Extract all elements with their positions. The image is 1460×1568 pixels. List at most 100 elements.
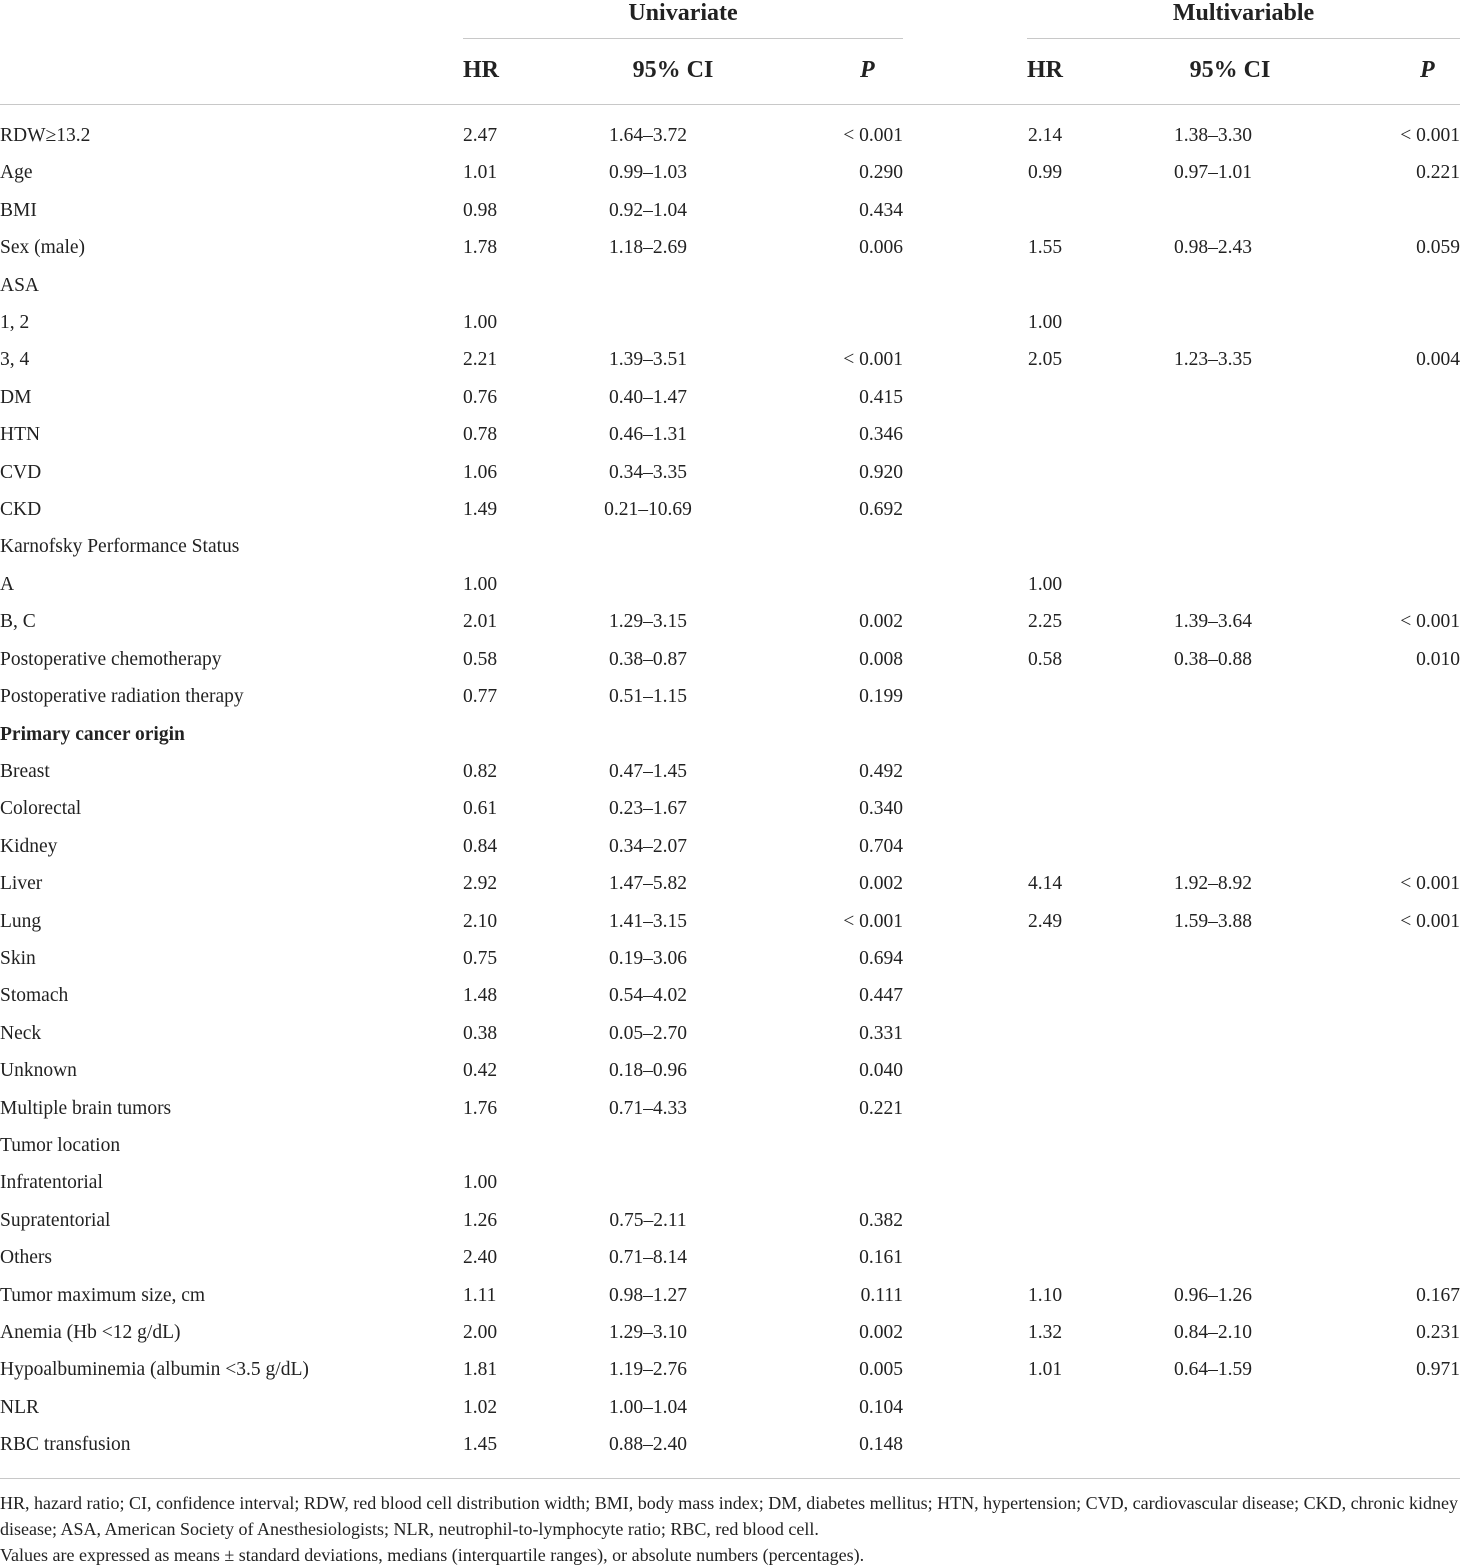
column-gap bbox=[903, 1164, 1028, 1201]
values-footnote: Values are expressed as means ± standard… bbox=[0, 1545, 865, 1565]
row-label: Anemia (Hb <12 g/dL) bbox=[0, 1322, 181, 1343]
column-gap bbox=[903, 192, 1028, 229]
table-row: Lung 2.10 1.41–3.15 < 0.001 2.49 1.59–3.88 < 0… bbox=[0, 903, 1460, 940]
multivariable-p-cell bbox=[1298, 790, 1460, 827]
multivariable-hr-cell: 4.14 bbox=[1028, 873, 1063, 895]
multivariable-ci-cell: 0.84–2.10 bbox=[1174, 1322, 1252, 1343]
univariate-ci-cell: 0.54–4.02 bbox=[609, 985, 687, 1007]
univariate-hr-cell: 1.02 bbox=[463, 1396, 498, 1418]
univariate-hr-cell: 2.47 bbox=[463, 125, 498, 146]
univariate-ci-cell: 0.23–1.67 bbox=[609, 798, 687, 820]
univariate-group-title: Univariate bbox=[628, 0, 738, 26]
univariate-ci-cell bbox=[563, 267, 733, 304]
column-gap bbox=[903, 1127, 1028, 1164]
row-label: Lung bbox=[0, 910, 42, 932]
multivariable-p-cell: 0.059 bbox=[1416, 237, 1460, 259]
univariate-hr-cell: 0.98 bbox=[463, 199, 498, 221]
univariate-hr-cell: 1.76 bbox=[463, 1097, 498, 1119]
multivariable-hr-cell: 1.55 bbox=[1028, 237, 1063, 259]
multivariable-ci-cell bbox=[1128, 491, 1298, 528]
multivariable-p-cell bbox=[1298, 1164, 1460, 1201]
univariate-hr-cell bbox=[463, 528, 563, 565]
univariate-ci-cell bbox=[563, 304, 733, 341]
univariate-p-cell: 0.040 bbox=[859, 1060, 903, 1082]
column-gap bbox=[903, 416, 1028, 453]
multivariable-hr-cell bbox=[1028, 1239, 1128, 1276]
univariate-ci-cell: 1.64–3.72 bbox=[609, 125, 687, 146]
multivariable-hr-cell: 1.01 bbox=[1028, 1359, 1063, 1381]
multivariable-hr-cell bbox=[1028, 491, 1128, 528]
multivariable-hr-cell bbox=[1028, 1015, 1128, 1052]
column-gap bbox=[903, 940, 1028, 977]
univariate-p-cell: 0.447 bbox=[859, 985, 903, 1007]
univariate-p-cell: 0.006 bbox=[859, 237, 903, 259]
column-gap bbox=[903, 229, 1028, 266]
multivariable-p-cell: 0.231 bbox=[1416, 1322, 1460, 1343]
row-label: Breast bbox=[0, 760, 50, 782]
multivariable-ci-cell bbox=[1128, 454, 1298, 491]
row-label: Karnofsky Performance Status bbox=[0, 536, 240, 558]
univariate-ci-cell: 1.19–2.76 bbox=[609, 1359, 687, 1381]
univariate-hr-cell: 1.00 bbox=[463, 573, 498, 595]
multivariable-ci-cell: 1.23–3.35 bbox=[1174, 349, 1252, 371]
column-gap bbox=[903, 566, 1028, 603]
multivariable-p-cell bbox=[1298, 977, 1460, 1014]
multivariable-hr-cell bbox=[1028, 753, 1128, 790]
univariate-hr-cell: 2.10 bbox=[463, 910, 498, 932]
table-row: Anemia (Hb <12 g/dL) 2.00 1.29–3.10 0.002 1.… bbox=[0, 1314, 1460, 1351]
table-row: Sex (male) 1.78 1.18–2.69 0.006 1.55 0.98–2.4… bbox=[0, 229, 1460, 266]
univariate-hr-cell: 0.84 bbox=[463, 835, 498, 857]
univariate-p-cell: 0.148 bbox=[859, 1434, 903, 1456]
row-label: Sex (male) bbox=[0, 237, 86, 259]
univariate-hr-cell: 0.38 bbox=[463, 1022, 498, 1044]
multivariable-hr-cell: 2.49 bbox=[1028, 910, 1063, 932]
univariate-p-cell bbox=[733, 304, 903, 341]
multivariable-ci-cell: 1.38–3.30 bbox=[1174, 125, 1252, 146]
multivariable-p-cell bbox=[1298, 1015, 1460, 1052]
multivariable-p-cell bbox=[1298, 828, 1460, 865]
univariate-ci-cell: 1.47–5.82 bbox=[609, 873, 687, 895]
row-label: Infratentorial bbox=[0, 1172, 103, 1194]
multivariable-ci-cell: 0.96–1.26 bbox=[1174, 1284, 1252, 1306]
univariate-p-cell: 0.346 bbox=[859, 424, 903, 446]
column-gap bbox=[903, 491, 1028, 528]
multivariable-ci-cell: 0.64–1.59 bbox=[1174, 1359, 1252, 1381]
multivariable-p-cell bbox=[1298, 1239, 1460, 1276]
column-gap bbox=[903, 1052, 1028, 1089]
row-label: 1, 2 bbox=[0, 312, 30, 334]
multivariable-p-cell bbox=[1298, 1389, 1460, 1426]
multivariable-hr-cell: 2.14 bbox=[1028, 125, 1063, 146]
univariate-p-cell bbox=[733, 1164, 903, 1201]
multivariable-ci-cell bbox=[1128, 566, 1298, 603]
table-row: 3, 4 2.21 1.39–3.51 < 0.001 2.05 1.23–3.35 0.0… bbox=[0, 341, 1460, 378]
multivariable-p-header: P bbox=[1420, 57, 1435, 83]
multivariable-p-cell: 0.167 bbox=[1416, 1284, 1460, 1306]
multivariable-p-cell: < 0.001 bbox=[1400, 910, 1460, 932]
multivariable-p-cell: 0.010 bbox=[1416, 648, 1460, 670]
row-label: Stomach bbox=[0, 985, 69, 1007]
univariate-ci-cell: 0.38–0.87 bbox=[609, 648, 687, 670]
row-label: BMI bbox=[0, 199, 37, 221]
univariate-hr-cell: 0.75 bbox=[463, 947, 498, 969]
univariate-ci-cell: 0.92–1.04 bbox=[609, 199, 687, 221]
univariate-hr-cell: 0.77 bbox=[463, 686, 498, 708]
univariate-hr-cell: 1.01 bbox=[463, 162, 498, 184]
univariate-ci-cell: 0.19–3.06 bbox=[609, 947, 687, 969]
multivariable-p-cell bbox=[1298, 416, 1460, 453]
multivariable-hr-cell: 1.10 bbox=[1028, 1284, 1063, 1306]
univariate-p-cell bbox=[733, 1127, 903, 1164]
table-row: Skin 0.75 0.19–3.06 0.694 bbox=[0, 940, 1460, 977]
column-gap bbox=[903, 1426, 1028, 1463]
univariate-hr-cell bbox=[463, 267, 563, 304]
table-row: BMI 0.98 0.92–1.04 0.434 bbox=[0, 192, 1460, 229]
row-label: Tumor maximum size, cm bbox=[0, 1284, 206, 1306]
table-row: Supratentorial 1.26 0.75–2.11 0.382 bbox=[0, 1202, 1460, 1239]
multivariable-ci-cell bbox=[1128, 753, 1298, 790]
multivariable-hr-cell: 1.32 bbox=[1028, 1322, 1063, 1343]
univariate-ci-cell: 0.21–10.69 bbox=[604, 499, 692, 521]
univariate-p-cell: 0.161 bbox=[859, 1247, 903, 1269]
multivariable-ci-cell bbox=[1128, 1127, 1298, 1164]
multivariable-ci-cell bbox=[1128, 1164, 1298, 1201]
multivariable-hr-cell bbox=[1028, 192, 1128, 229]
multivariable-ci-cell: 0.98–2.43 bbox=[1174, 237, 1252, 259]
